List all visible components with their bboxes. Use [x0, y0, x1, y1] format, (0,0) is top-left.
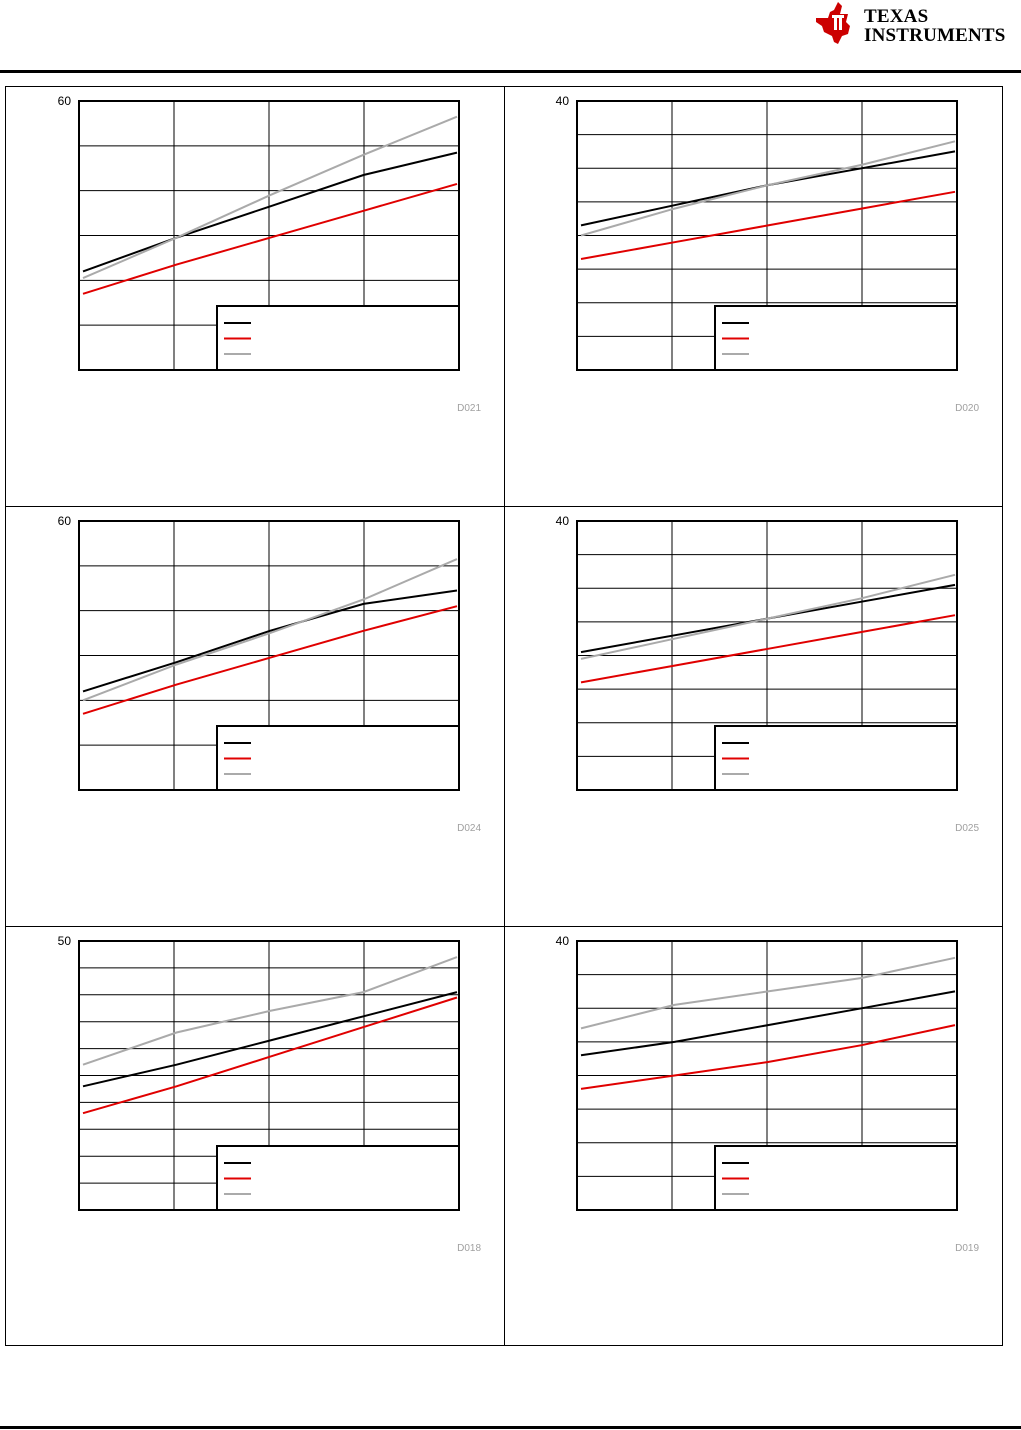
ti-logo: TEXAS INSTRUMENTS	[812, 0, 1012, 50]
series-line-3	[82, 115, 458, 280]
y-tick-label: 60	[58, 94, 72, 108]
chart-svg: 50 D018	[58, 934, 482, 1254]
figure-id: D024	[457, 823, 481, 834]
series-line-2	[82, 605, 458, 715]
figure-id: D019	[955, 1243, 979, 1254]
series-line-1	[82, 991, 458, 1088]
figure-id: D018	[457, 1243, 481, 1254]
y-tick-label: 40	[556, 514, 570, 528]
chart-svg: 60 D021	[58, 94, 482, 414]
figure-id: D025	[955, 823, 979, 834]
chart-panel-3: 60 D024	[6, 507, 505, 927]
chart-svg: 60 D024	[58, 514, 482, 834]
series-line-3	[82, 558, 458, 702]
y-tick-label: 60	[58, 514, 72, 528]
series-line-3	[580, 956, 956, 1030]
legend	[714, 725, 958, 791]
legend	[216, 1145, 460, 1211]
chart-panel-1: 60 D021	[6, 87, 505, 507]
logo-line2: INSTRUMENTS	[864, 25, 1006, 46]
chart-panel-4: 40 D025	[505, 507, 1002, 927]
chart-panel-6: 40 D019	[505, 927, 1002, 1345]
series-line-3	[580, 573, 956, 660]
chart-svg: 40 D025	[556, 514, 980, 834]
series-line-1	[580, 990, 956, 1057]
footer-rule	[0, 1426, 1021, 1429]
series-line-1	[82, 589, 458, 693]
legend	[216, 305, 460, 371]
logo-line1: TEXAS	[864, 6, 929, 27]
series-line-3	[82, 956, 458, 1066]
series-line-2	[82, 182, 458, 295]
y-tick-label: 40	[556, 934, 570, 948]
series-line-2	[580, 614, 956, 684]
series-line-1	[82, 151, 458, 273]
y-tick-label: 50	[58, 934, 72, 948]
figure-id: D021	[457, 403, 481, 414]
chart-grid: 60 D021 40 D020 60 D024 40 D025 50 D018 40 D01…	[5, 86, 1003, 1346]
chart-panel-2: 40 D020	[505, 87, 1002, 507]
series-line-2	[580, 190, 956, 260]
legend	[216, 725, 460, 791]
series-line-2	[580, 1024, 956, 1090]
ti-logo-mark-icon	[816, 2, 850, 44]
y-tick-label: 40	[556, 94, 570, 108]
ti-logo-text: TEXAS INSTRUMENTS	[864, 7, 1006, 45]
chart-svg: 40 D019	[556, 934, 980, 1254]
chart-svg: 40 D020	[556, 94, 980, 414]
legend	[714, 305, 958, 371]
series-line-2	[82, 996, 458, 1115]
legend	[714, 1145, 958, 1211]
series-line-3	[580, 140, 956, 237]
figure-id: D020	[955, 403, 979, 414]
chart-panel-5: 50 D018	[6, 927, 505, 1345]
header-rule	[0, 70, 1021, 73]
